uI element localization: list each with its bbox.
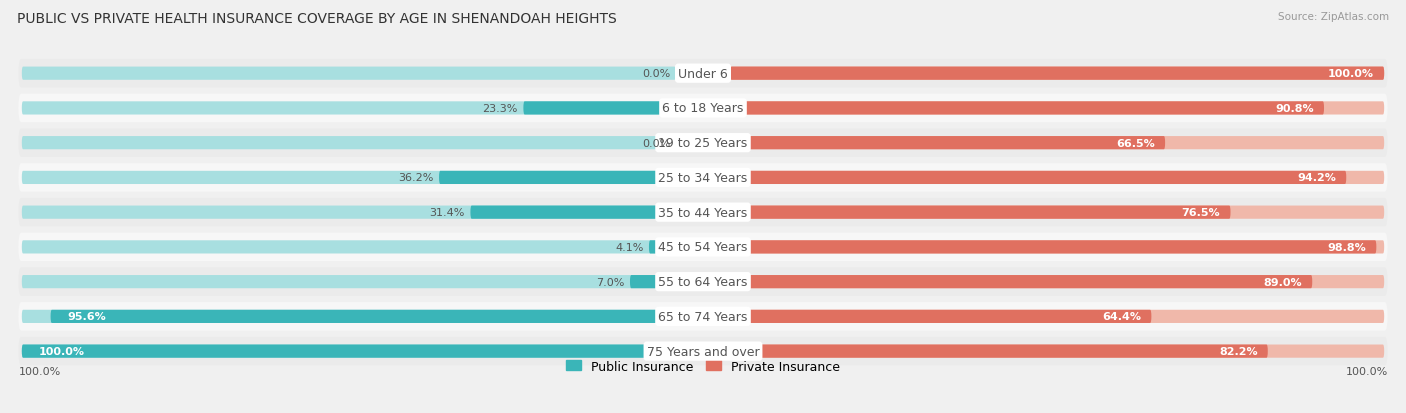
FancyBboxPatch shape — [730, 275, 1384, 289]
Text: 0.0%: 0.0% — [643, 138, 671, 148]
FancyBboxPatch shape — [650, 241, 676, 254]
FancyBboxPatch shape — [18, 60, 1388, 88]
Text: 65 to 74 Years: 65 to 74 Years — [658, 310, 748, 323]
Text: 90.8%: 90.8% — [1275, 104, 1313, 114]
FancyBboxPatch shape — [18, 198, 1388, 227]
Text: 6 to 18 Years: 6 to 18 Years — [662, 102, 744, 115]
FancyBboxPatch shape — [22, 102, 676, 115]
Text: 36.2%: 36.2% — [398, 173, 433, 183]
FancyBboxPatch shape — [18, 302, 1388, 331]
FancyBboxPatch shape — [22, 345, 676, 358]
FancyBboxPatch shape — [730, 310, 1384, 323]
Text: Source: ZipAtlas.com: Source: ZipAtlas.com — [1278, 12, 1389, 22]
Text: 7.0%: 7.0% — [596, 277, 624, 287]
FancyBboxPatch shape — [730, 275, 1312, 289]
FancyBboxPatch shape — [730, 345, 1268, 358]
FancyBboxPatch shape — [730, 241, 1384, 254]
Text: 66.5%: 66.5% — [1116, 138, 1154, 148]
Legend: Public Insurance, Private Insurance: Public Insurance, Private Insurance — [561, 355, 845, 377]
FancyBboxPatch shape — [22, 137, 676, 150]
Text: Under 6: Under 6 — [678, 67, 728, 81]
Text: 75 Years and over: 75 Years and over — [647, 345, 759, 358]
FancyBboxPatch shape — [22, 241, 676, 254]
Text: 100.0%: 100.0% — [39, 346, 84, 356]
FancyBboxPatch shape — [22, 171, 676, 185]
FancyBboxPatch shape — [730, 206, 1230, 219]
Text: 94.2%: 94.2% — [1298, 173, 1336, 183]
Text: PUBLIC VS PRIVATE HEALTH INSURANCE COVERAGE BY AGE IN SHENANDOAH HEIGHTS: PUBLIC VS PRIVATE HEALTH INSURANCE COVER… — [17, 12, 617, 26]
FancyBboxPatch shape — [18, 233, 1388, 261]
FancyBboxPatch shape — [22, 310, 676, 323]
FancyBboxPatch shape — [730, 102, 1324, 115]
FancyBboxPatch shape — [22, 275, 676, 289]
FancyBboxPatch shape — [18, 268, 1388, 296]
FancyBboxPatch shape — [730, 310, 1152, 323]
FancyBboxPatch shape — [730, 67, 1384, 81]
FancyBboxPatch shape — [730, 171, 1347, 185]
Text: 95.6%: 95.6% — [67, 312, 107, 322]
FancyBboxPatch shape — [523, 102, 676, 115]
Text: 76.5%: 76.5% — [1181, 208, 1220, 218]
FancyBboxPatch shape — [439, 171, 676, 185]
FancyBboxPatch shape — [22, 206, 676, 219]
Text: 82.2%: 82.2% — [1219, 346, 1257, 356]
Text: 100.0%: 100.0% — [18, 366, 60, 376]
FancyBboxPatch shape — [730, 171, 1384, 185]
Text: 25 to 34 Years: 25 to 34 Years — [658, 171, 748, 185]
Text: 100.0%: 100.0% — [1346, 366, 1388, 376]
Text: 64.4%: 64.4% — [1102, 312, 1142, 322]
Text: 31.4%: 31.4% — [430, 208, 465, 218]
Text: 98.8%: 98.8% — [1327, 242, 1367, 252]
FancyBboxPatch shape — [730, 137, 1166, 150]
FancyBboxPatch shape — [471, 206, 676, 219]
FancyBboxPatch shape — [730, 345, 1384, 358]
FancyBboxPatch shape — [730, 67, 1384, 81]
Text: 23.3%: 23.3% — [482, 104, 517, 114]
FancyBboxPatch shape — [730, 241, 1376, 254]
Text: 45 to 54 Years: 45 to 54 Years — [658, 241, 748, 254]
FancyBboxPatch shape — [730, 137, 1384, 150]
Text: 4.1%: 4.1% — [614, 242, 644, 252]
FancyBboxPatch shape — [22, 345, 676, 358]
Text: 89.0%: 89.0% — [1264, 277, 1302, 287]
Text: 0.0%: 0.0% — [643, 69, 671, 79]
FancyBboxPatch shape — [730, 206, 1384, 219]
FancyBboxPatch shape — [18, 129, 1388, 157]
FancyBboxPatch shape — [18, 337, 1388, 366]
FancyBboxPatch shape — [730, 102, 1384, 115]
Text: 100.0%: 100.0% — [1329, 69, 1374, 79]
Text: 35 to 44 Years: 35 to 44 Years — [658, 206, 748, 219]
Text: 19 to 25 Years: 19 to 25 Years — [658, 137, 748, 150]
FancyBboxPatch shape — [51, 310, 676, 323]
FancyBboxPatch shape — [18, 95, 1388, 123]
FancyBboxPatch shape — [18, 164, 1388, 192]
FancyBboxPatch shape — [630, 275, 676, 289]
FancyBboxPatch shape — [22, 67, 676, 81]
Text: 55 to 64 Years: 55 to 64 Years — [658, 275, 748, 288]
